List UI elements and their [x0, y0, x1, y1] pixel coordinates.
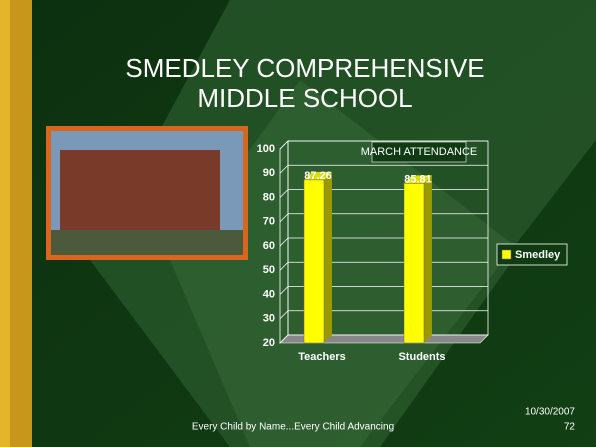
diamond-shape: [170, 80, 520, 447]
x-tick-label: Teachers: [298, 351, 346, 363]
grid-line: [279, 189, 289, 198]
data-label: 85.81: [404, 173, 432, 185]
y-tick-label: 60: [263, 240, 275, 252]
chart-title: MARCH ATTENDANCE: [361, 146, 478, 158]
legend-label: Smedley: [515, 249, 561, 261]
legend-box: [496, 243, 568, 266]
y-tick-label: 90: [263, 167, 275, 179]
grid-line: [279, 140, 289, 150]
grid-line: [279, 261, 289, 271]
data-label: 87.26: [304, 170, 332, 182]
grid-line: [279, 164, 289, 174]
chart: MARCH ATTENDANCE 20 30 40 50 60 70 80 90 100 Teac…: [257, 140, 568, 363]
grid-line: [279, 310, 289, 320]
diamond-shape: [90, 0, 596, 447]
y-tick-label: 70: [263, 216, 275, 228]
slide-title: SMEDLEY COMPREHENSIVE: [125, 53, 484, 83]
grid-line: [279, 334, 289, 344]
y-tick-label: 80: [263, 191, 275, 203]
y-tick-label: 100: [257, 143, 275, 155]
photo-ground: [51, 230, 243, 255]
chart-title-box: [371, 141, 467, 163]
grid-line: [279, 237, 289, 247]
bar: [403, 183, 425, 344]
bar-top: [304, 171, 332, 180]
legend-swatch: [501, 249, 512, 260]
y-tick-label: 20: [263, 337, 275, 349]
y-tick-label: 30: [263, 313, 275, 325]
x-tick-label: Students: [398, 351, 445, 363]
bar-side: [424, 175, 432, 343]
y-tick-label: 40: [263, 288, 275, 300]
bar: [303, 179, 325, 344]
side-stripe: [10, 0, 32, 447]
slide-title: MIDDLE SCHOOL: [197, 83, 412, 113]
date: 10/30/2007: [525, 407, 575, 418]
y-tick-label: 50: [263, 264, 275, 276]
slide-number: 72: [564, 422, 576, 433]
bar-top: [404, 175, 432, 184]
grid-line: [279, 286, 289, 295]
footer: Every Child by Name...Every Child Advanc…: [192, 422, 394, 433]
bar-side: [324, 171, 332, 343]
grid-line: [279, 213, 289, 223]
photo-building: [60, 150, 220, 240]
